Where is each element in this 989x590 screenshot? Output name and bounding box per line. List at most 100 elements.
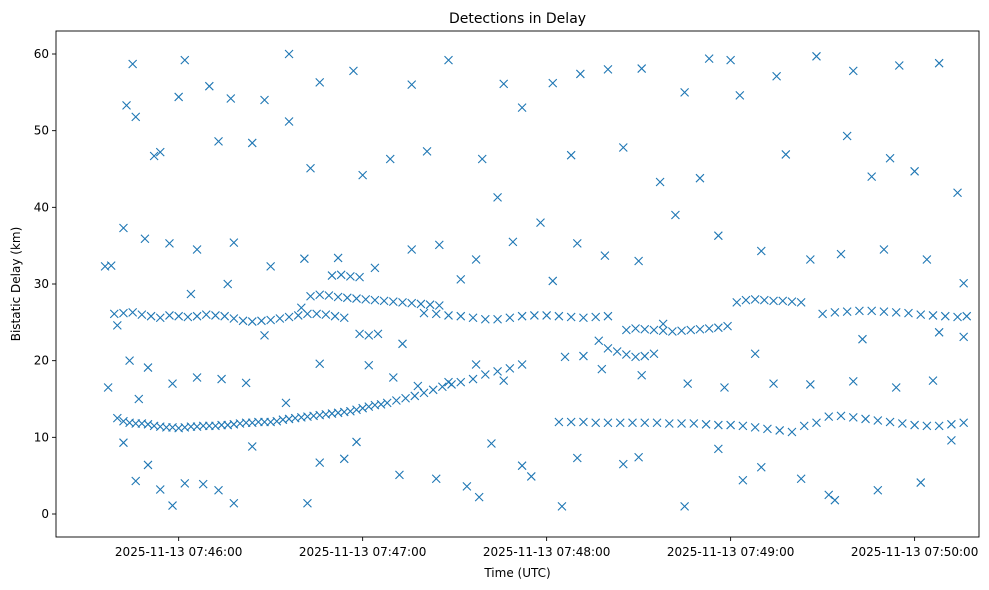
- scatter-point: [293, 311, 303, 320]
- scatter-point: [407, 298, 417, 308]
- scatter-point: [379, 296, 389, 306]
- scatter-point: [812, 418, 821, 428]
- scatter-point: [155, 485, 165, 494]
- scatter-point: [260, 95, 269, 105]
- scatter-point: [468, 313, 478, 323]
- scatter-point: [385, 154, 395, 164]
- scatter-point: [867, 306, 877, 316]
- scatter-point: [229, 498, 239, 508]
- scatter-point: [143, 460, 153, 470]
- scatter-point: [640, 418, 650, 428]
- x-tick-label: 2025-11-13 07:48:00: [483, 545, 610, 559]
- scatter-point: [756, 246, 766, 256]
- scatter-point: [125, 356, 134, 366]
- scatter-point: [548, 276, 558, 286]
- scatter-point: [891, 307, 901, 317]
- scatter-point: [345, 271, 355, 281]
- scatter-point: [134, 394, 144, 404]
- scatter-point: [904, 308, 913, 318]
- scatter-point: [247, 138, 257, 148]
- scatter-point: [352, 437, 361, 447]
- scatter-point: [637, 370, 647, 380]
- scatter-point: [861, 414, 870, 424]
- y-tick-label: 20: [34, 354, 49, 368]
- scatter-point: [879, 245, 889, 254]
- scatter-point: [517, 311, 527, 321]
- scatter-point: [180, 55, 190, 65]
- scatter-point: [315, 77, 325, 87]
- scatter-point: [388, 373, 398, 382]
- scatter-point: [327, 271, 337, 280]
- scatter-point: [554, 311, 564, 321]
- scatter-point: [444, 377, 453, 387]
- scatter-point: [836, 411, 846, 421]
- plot-frame: [55, 30, 980, 538]
- scatter-point: [575, 69, 585, 79]
- scatter-point: [824, 412, 834, 422]
- scatter-point: [618, 143, 628, 152]
- scatter-point: [597, 364, 607, 374]
- scatter-point: [683, 379, 693, 389]
- scatter-point: [186, 422, 196, 431]
- scatter-point: [247, 442, 257, 451]
- y-tick-label: 0: [41, 507, 49, 521]
- scatter-point: [168, 501, 177, 510]
- scatter-point: [499, 79, 509, 89]
- scatter-point: [487, 439, 496, 448]
- scatter-point: [916, 310, 926, 320]
- scatter-point: [165, 238, 174, 248]
- scatter-point: [723, 321, 732, 331]
- scatter-point: [471, 255, 481, 264]
- scatter-point: [303, 498, 312, 508]
- scatter-point: [462, 482, 472, 491]
- scatter-point: [143, 419, 153, 429]
- scatter-point: [664, 419, 674, 428]
- scatter-point: [885, 153, 895, 163]
- scatter-point: [419, 308, 429, 318]
- y-tick-label: 60: [34, 47, 49, 61]
- scatter-point: [922, 421, 932, 431]
- x-axis-ticks: 2025-11-13 07:46:00 2025-11-13 07:47:00 20…: [115, 537, 978, 559]
- scatter-point: [253, 417, 263, 427]
- scatter-point: [186, 289, 196, 299]
- scatter-point: [947, 419, 956, 429]
- scatter-point: [891, 383, 901, 392]
- scatter-point: [260, 417, 269, 427]
- scatter-point: [214, 485, 223, 495]
- scatter-point: [306, 291, 315, 301]
- scatter-point: [192, 311, 202, 321]
- scatter-point: [855, 306, 864, 316]
- scatter-point: [830, 307, 840, 317]
- scatter-point: [894, 61, 904, 70]
- scatter-point: [174, 92, 184, 102]
- scatter-point: [542, 311, 552, 320]
- scatter-point: [434, 240, 444, 250]
- scatter-point: [119, 223, 128, 233]
- scatter-point: [238, 316, 248, 326]
- scatter-point: [897, 419, 907, 428]
- scatter-point: [720, 383, 729, 392]
- scatter-point: [738, 421, 748, 431]
- scatter-point: [517, 360, 527, 369]
- scatter-point: [713, 444, 723, 454]
- scatter-point: [416, 299, 426, 309]
- scatter-point: [407, 245, 417, 254]
- scatter-point: [220, 311, 230, 321]
- y-axis-ticks: 0 10 20 30 40 50 60: [34, 47, 56, 521]
- scatter-point: [858, 334, 867, 344]
- scatter-point: [376, 399, 386, 409]
- scatter-point: [128, 59, 138, 69]
- scatter-point: [468, 374, 478, 384]
- scatter-point: [603, 311, 613, 321]
- scatter-point: [266, 315, 276, 325]
- scatter-point: [947, 436, 956, 445]
- scatter-point: [591, 312, 601, 322]
- scatter-point: [554, 417, 564, 427]
- scatter-point: [628, 418, 637, 428]
- scatter-point: [480, 314, 490, 324]
- scatter-point: [962, 311, 972, 321]
- scatter-point: [398, 339, 407, 349]
- scatter-point: [548, 78, 558, 88]
- scatter-point: [109, 309, 119, 319]
